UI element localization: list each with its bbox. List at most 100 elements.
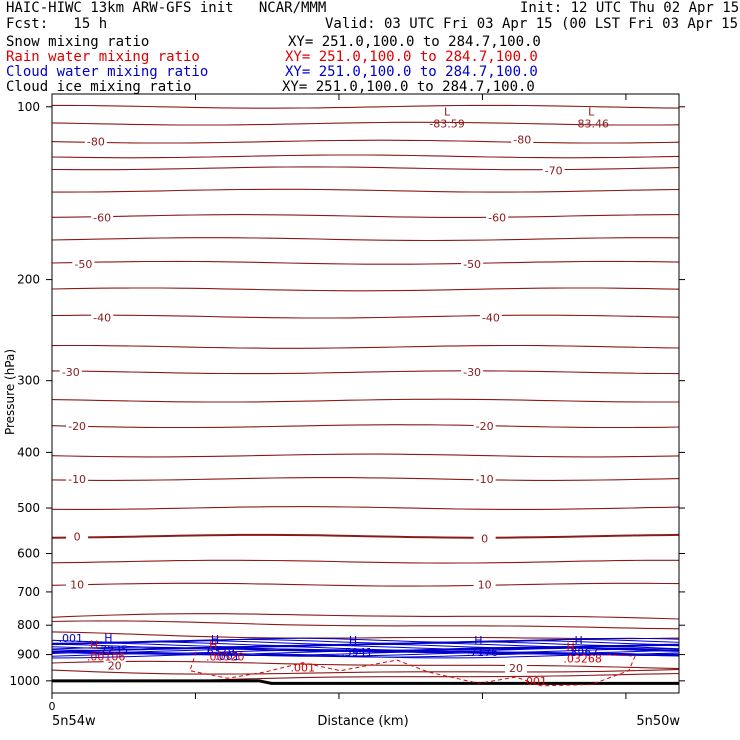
cloud-high-marker: H bbox=[349, 634, 357, 647]
valid-time: Valid: 03 UTC Fri 03 Apr 15 (00 LST Fri … bbox=[325, 16, 740, 32]
x-axis-label: Distance (km) bbox=[317, 714, 408, 729]
isotherm bbox=[51, 559, 679, 564]
x-right-label: 5n50w bbox=[636, 714, 680, 729]
y-tick-label: 700 bbox=[17, 585, 40, 599]
rain-high-value: .03268 bbox=[563, 653, 602, 666]
isotherm bbox=[51, 344, 680, 349]
cloud-high-marker: H bbox=[575, 634, 583, 647]
low-value: -83.59 bbox=[429, 118, 464, 131]
contour-value-label: .001 bbox=[215, 650, 240, 663]
isotherm bbox=[52, 104, 680, 109]
y-tick-label: 100 bbox=[17, 100, 40, 114]
isotherm-label: -40 bbox=[93, 312, 111, 325]
isotherm bbox=[51, 424, 680, 429]
isotherm-label: -30 bbox=[463, 366, 481, 379]
isotherm bbox=[51, 139, 680, 144]
field-label-rain: Rain water mixing ratio bbox=[6, 49, 200, 65]
isotherm-label: 20 bbox=[509, 662, 523, 675]
isotherm bbox=[51, 260, 680, 265]
y-tick-label: 200 bbox=[17, 273, 40, 287]
isotherm bbox=[51, 214, 680, 218]
isotherm bbox=[51, 314, 680, 319]
cloud-high-value: .7176 bbox=[467, 646, 499, 659]
isotherm bbox=[51, 370, 680, 375]
rain-high-value: .00106 bbox=[87, 651, 126, 664]
isotherm-label: -20 bbox=[68, 420, 86, 433]
isotherm bbox=[51, 660, 680, 670]
isotherm bbox=[51, 477, 680, 481]
y-tick-label: 800 bbox=[17, 618, 40, 632]
y-tick-label: 1000 bbox=[9, 674, 40, 688]
isotherm bbox=[52, 188, 680, 193]
field-xy-snow: XY= 251.0,100.0 to 284.7,100.0 bbox=[288, 34, 541, 50]
isotherm-label: -40 bbox=[482, 312, 500, 325]
low-value: -83.46 bbox=[573, 118, 608, 131]
rain-high-marker: H bbox=[90, 639, 98, 652]
field-label-cloud-ice: Cloud ice mixing ratio bbox=[6, 79, 192, 95]
field-xy-cloud-water: XY= 251.0,100.0 to 284.7,100.0 bbox=[285, 64, 538, 80]
isotherm bbox=[51, 620, 680, 630]
init-time: Init: 12 UTC Thu 02 Apr 15 bbox=[520, 0, 740, 16]
isotherm bbox=[51, 631, 680, 640]
isotherm-label: -10 bbox=[476, 473, 494, 486]
field-xy-cloud-ice: XY= 251.0,100.0 to 284.7,100.0 bbox=[282, 79, 535, 95]
x-origin-label: 0 bbox=[49, 700, 56, 713]
contour-value-label: .001 bbox=[59, 632, 84, 645]
rain-high-marker: H bbox=[209, 639, 217, 652]
isotherm bbox=[51, 398, 679, 403]
cloud-high-marker: H bbox=[104, 632, 112, 645]
field-xy-rain: XY= 251.0,100.0 to 284.7,100.0 bbox=[285, 49, 538, 65]
forecast-hour: Fcst: 15 h bbox=[6, 16, 108, 32]
isotherm-label: -60 bbox=[93, 212, 111, 225]
x-left-label: 5n54w bbox=[52, 714, 96, 729]
rain-high-marker: H bbox=[567, 641, 575, 654]
isotherm-label: -20 bbox=[476, 420, 494, 433]
low-marker: L bbox=[444, 106, 451, 119]
y-tick-label: 500 bbox=[17, 501, 40, 515]
isotherm bbox=[51, 506, 680, 510]
isotherm bbox=[51, 613, 680, 620]
isotherm bbox=[51, 121, 680, 126]
plot-frame bbox=[51, 93, 680, 694]
chart-title: HAIC-HIWC 13km ARW-GFS init NCAR/MMM bbox=[6, 0, 327, 16]
isotherm-label: 0 bbox=[74, 530, 81, 543]
isotherm bbox=[51, 533, 680, 539]
isotherm-label: -50 bbox=[74, 258, 92, 271]
terrain-line bbox=[52, 679, 679, 685]
isotherm-label: -30 bbox=[62, 366, 80, 379]
isotherm bbox=[51, 453, 680, 458]
isotherm-label: 20 bbox=[108, 659, 122, 672]
isotherm-label: 0 bbox=[481, 533, 488, 546]
field-label-snow: Snow mixing ratio bbox=[6, 34, 150, 50]
isotherm-label: -80 bbox=[513, 133, 531, 146]
isotherm bbox=[51, 154, 680, 159]
isotherm-label: -10 bbox=[68, 473, 86, 486]
cloud-high-value: .6379 bbox=[203, 645, 235, 658]
isotherm-label: -50 bbox=[463, 258, 481, 271]
contour-value-label: .001 bbox=[291, 662, 316, 675]
low-marker: L bbox=[588, 106, 595, 119]
cloud-high-value: .5941 bbox=[341, 646, 373, 659]
isotherm bbox=[51, 668, 680, 675]
y-tick-label: 300 bbox=[17, 374, 40, 388]
rain-high-value: .00520 bbox=[206, 651, 245, 664]
isotherm-label: -70 bbox=[545, 164, 563, 177]
cloud-high-value: .8967 bbox=[567, 646, 599, 659]
isotherm-label: 10 bbox=[70, 579, 84, 592]
rain-contour bbox=[189, 651, 636, 687]
isotherm bbox=[51, 287, 680, 292]
contour-value-label: .001 bbox=[523, 675, 548, 688]
isotherm bbox=[51, 582, 680, 587]
isotherm-label: 10 bbox=[478, 579, 492, 592]
y-tick-label: 400 bbox=[17, 445, 40, 459]
isotherm-label: -80 bbox=[87, 136, 105, 149]
field-label-cloud-water: Cloud water mixing ratio bbox=[6, 64, 209, 80]
y-tick-label: 600 bbox=[17, 546, 40, 560]
cloud-high-marker: H bbox=[474, 634, 482, 647]
isotherm-label: -60 bbox=[488, 212, 506, 225]
y-tick-label: 900 bbox=[17, 648, 40, 662]
isotherm bbox=[51, 166, 680, 171]
cloud-high-marker: H bbox=[211, 633, 219, 646]
isotherm bbox=[51, 237, 680, 242]
